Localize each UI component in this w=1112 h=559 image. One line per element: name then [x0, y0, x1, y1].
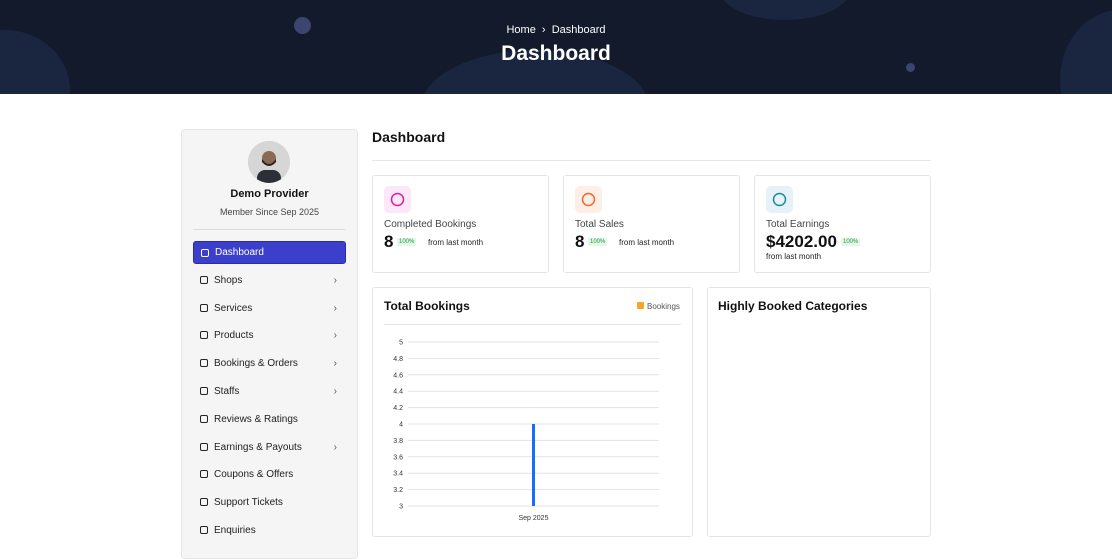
- y-tick-label: 3.4: [393, 471, 403, 478]
- avatar-image: [248, 141, 290, 183]
- divider: [193, 229, 345, 230]
- y-tick-label: 3.6: [393, 454, 403, 461]
- menu-icon: [200, 442, 208, 451]
- menu-item[interactable]: Bookings & Orders ›: [193, 352, 346, 375]
- y-tick-label: 4.4: [393, 389, 403, 396]
- menu-icon: [200, 414, 208, 423]
- icon: [581, 192, 596, 207]
- menu-icon: [201, 249, 209, 257]
- menu-label: Reviews & Ratings: [214, 413, 298, 425]
- chevron: ›: [333, 274, 337, 286]
- divider: [384, 324, 681, 325]
- menu-label: Products: [214, 330, 254, 342]
- y-tick-label: 4: [399, 422, 403, 429]
- profile-name: Demo Provider: [230, 188, 309, 200]
- legend-swatch: [637, 302, 644, 309]
- menu-label: Enquiries: [214, 525, 256, 536]
- stat-label: Total Earnings: [766, 219, 830, 230]
- divider: [372, 160, 931, 161]
- chevron: ›: [333, 358, 337, 370]
- hero-banner: [0, 0, 1112, 94]
- icon: [772, 192, 787, 207]
- menu-icon: [200, 498, 208, 507]
- menu-icon: [200, 303, 208, 312]
- y-tick-label: 5: [399, 340, 403, 347]
- y-tick-label: 4.8: [393, 356, 403, 363]
- avatar: [248, 141, 290, 183]
- section-title: Dashboard: [372, 129, 446, 145]
- page-title: Dashboard: [501, 42, 611, 65]
- y-tick-label: 4.6: [393, 372, 403, 379]
- breadcrumb: Home › Dashboard: [506, 24, 606, 36]
- menu-label: Services: [214, 302, 253, 314]
- menu-item[interactable]: Products ›: [193, 324, 346, 347]
- stat-change: 100%: [588, 238, 608, 246]
- menu-item[interactable]: Shops ›: [193, 269, 346, 292]
- stat-value: $4202.00: [766, 232, 837, 251]
- menu-label: Support Tickets: [214, 497, 283, 509]
- chevron: ›: [333, 386, 337, 397]
- menu-item[interactable]: Dashboard: [193, 241, 346, 264]
- breadcrumb-current: Dashboard: [551, 24, 606, 36]
- y-tick-label: 4.2: [393, 405, 403, 412]
- menu-item[interactable]: Support Tickets: [193, 491, 346, 514]
- x-tick-label: Sep 2025: [519, 515, 549, 522]
- chevron: ›: [333, 441, 337, 453]
- stat-change: 100%: [397, 238, 417, 246]
- y-tick-label: 3.8: [393, 438, 403, 445]
- menu-item[interactable]: Staffs ›: [193, 380, 346, 403]
- menu-icon: [200, 526, 208, 534]
- menu-item[interactable]: Reviews & Ratings: [193, 408, 346, 431]
- menu-label: Earnings & Payouts: [214, 441, 302, 453]
- stat-change: 100%: [841, 238, 861, 246]
- categories-title: Highly Booked Categories: [718, 299, 868, 313]
- menu-icon: [200, 331, 208, 340]
- icon: [390, 192, 405, 207]
- stat-note: from last month: [619, 238, 675, 247]
- menu-icon: [200, 470, 208, 479]
- chevron: ›: [333, 302, 337, 314]
- y-tick-label: 3.2: [393, 487, 403, 494]
- stat-icon: [575, 186, 602, 213]
- chart-title: Total Bookings: [384, 299, 470, 313]
- menu-item[interactable]: Earnings & Payouts ›: [193, 436, 346, 459]
- bar: [532, 424, 535, 506]
- sidebar: [181, 129, 358, 559]
- stat-icon: [766, 186, 793, 213]
- stat-label: Total Sales: [575, 219, 624, 230]
- chart: 5 4.8 4.6 4.4 4.2 4 3.8 3.6 3.4 3.2 3 Bookings Sep 2…: [393, 302, 919, 522]
- categories-card: [707, 287, 931, 537]
- menu-icon: [200, 275, 208, 284]
- stat-note: from last month: [428, 238, 484, 247]
- menu-label: Coupons & Offers: [214, 469, 294, 481]
- menu-label: Staffs: [214, 386, 240, 397]
- stat-value: 8: [575, 232, 585, 251]
- stat-value: 8: [384, 232, 394, 251]
- breadcrumb-link[interactable]: Home: [506, 24, 536, 36]
- menu-label: Bookings & Orders: [214, 358, 298, 370]
- menu-item[interactable]: Services ›: [193, 297, 346, 320]
- legend-label: Bookings: [647, 302, 680, 311]
- menu-item[interactable]: Enquiries: [193, 519, 346, 542]
- y-tick-label: 3: [399, 504, 403, 511]
- menu-item[interactable]: Coupons & Offers: [193, 463, 346, 486]
- member-since: Member Since Sep 2025: [219, 207, 320, 217]
- menu-label: Shops: [214, 274, 243, 286]
- menu-label: Dashboard: [215, 247, 264, 258]
- chevron: ›: [333, 330, 337, 342]
- stat-label: Completed Bookings: [384, 219, 477, 230]
- stat-icon: [384, 186, 411, 213]
- menu-icon: [200, 359, 208, 368]
- stat-note: from last month: [766, 252, 822, 261]
- menu-icon: [200, 387, 208, 395]
